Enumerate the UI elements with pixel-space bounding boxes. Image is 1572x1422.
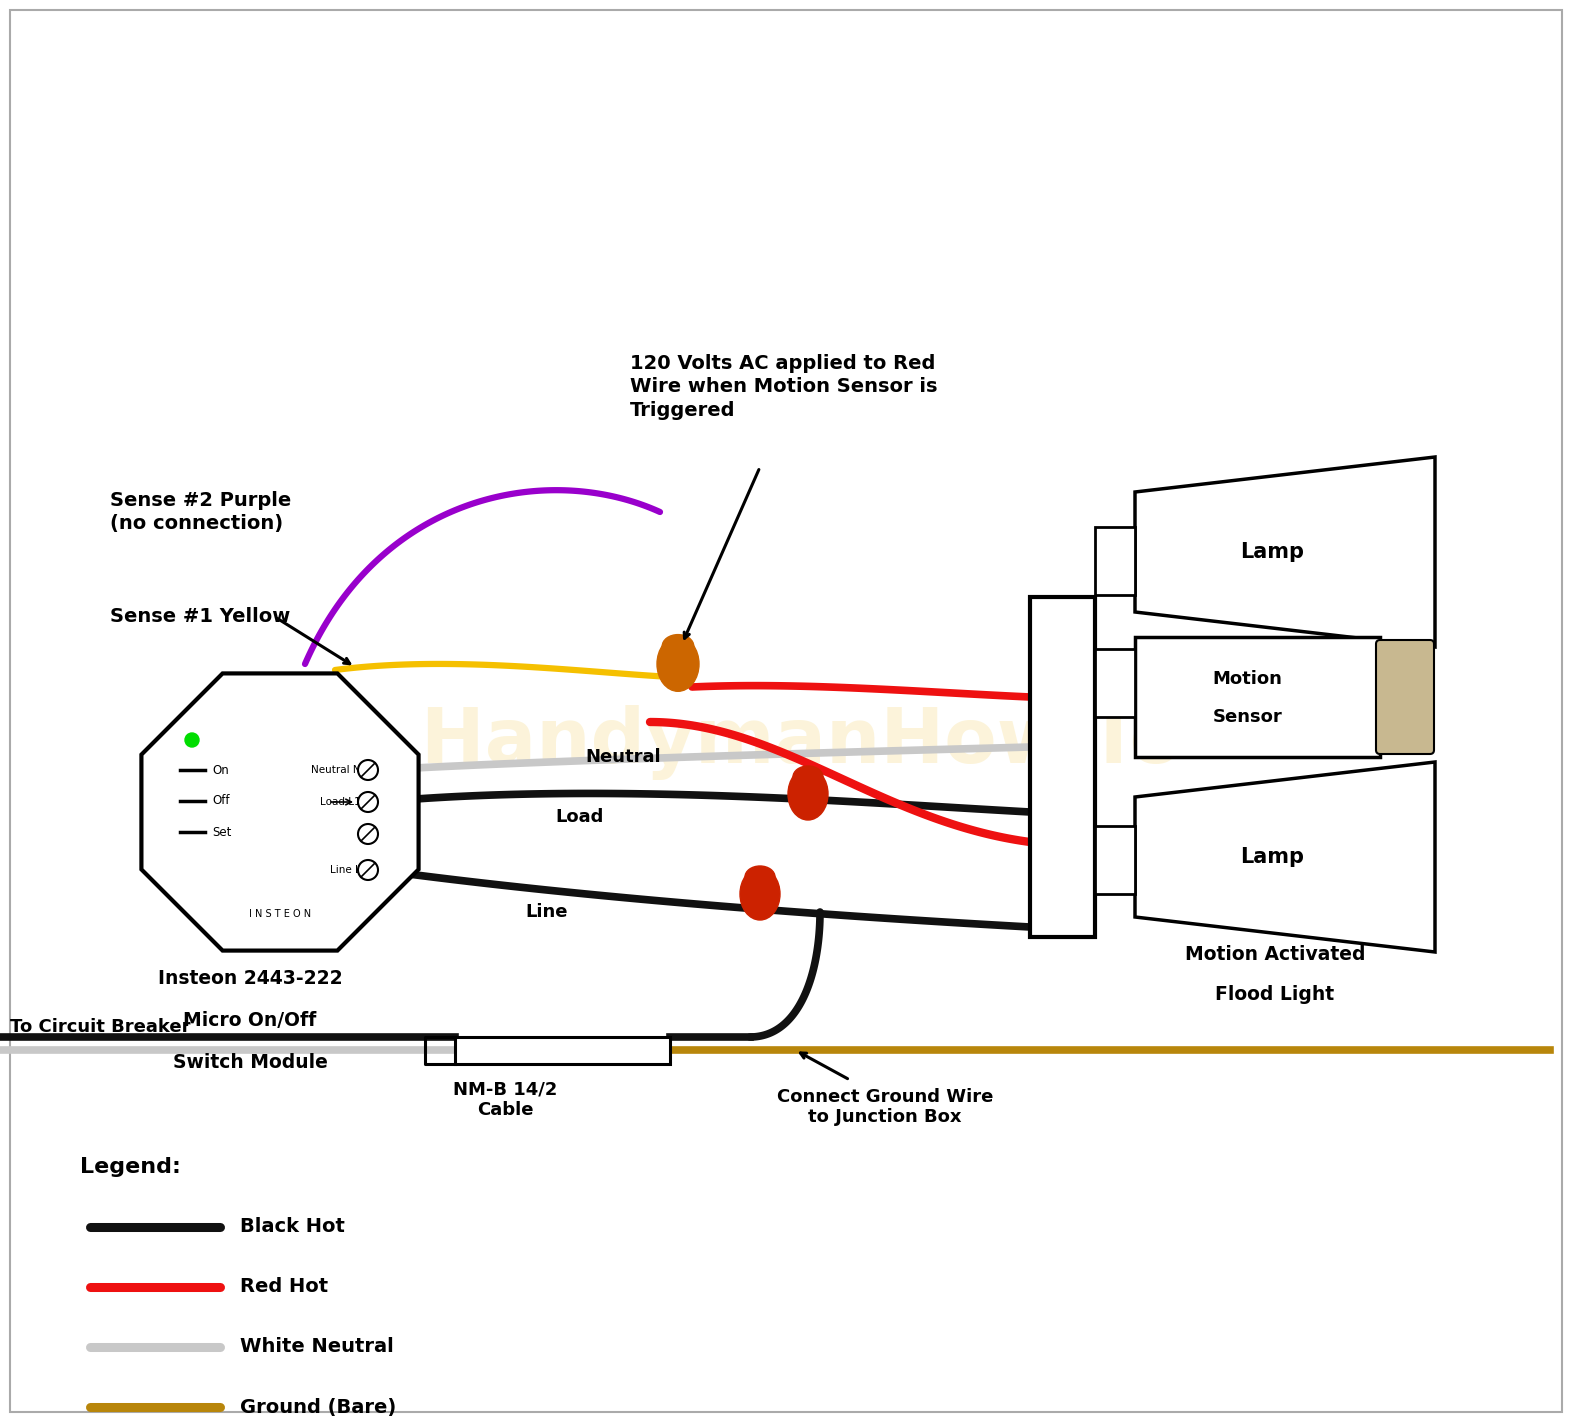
FancyBboxPatch shape [1096, 528, 1135, 594]
Text: Load L1: Load L1 [321, 796, 362, 808]
Text: Black Hot: Black Hot [241, 1217, 344, 1237]
Text: Flood Light: Flood Light [1215, 985, 1335, 1004]
Circle shape [358, 759, 377, 781]
Text: Insteon 2443-222: Insteon 2443-222 [157, 968, 343, 988]
Text: Switch Module: Switch Module [173, 1054, 327, 1072]
Text: Load: Load [555, 808, 604, 826]
Text: Red Hot: Red Hot [241, 1277, 329, 1297]
Text: Off: Off [212, 795, 230, 808]
Text: On: On [212, 764, 230, 776]
Text: Lamp: Lamp [1240, 848, 1305, 867]
Ellipse shape [657, 637, 700, 691]
Text: Legend:: Legend: [80, 1158, 181, 1177]
Text: White Neutral: White Neutral [241, 1338, 393, 1357]
Text: Connect Ground Wire
to Junction Box: Connect Ground Wire to Junction Box [777, 1088, 994, 1126]
Text: Line: Line [525, 903, 567, 921]
Text: Neutral N: Neutral N [311, 765, 362, 775]
FancyBboxPatch shape [1135, 637, 1380, 757]
Text: Sense #1 Yellow: Sense #1 Yellow [110, 607, 291, 627]
Text: Motion: Motion [1212, 670, 1283, 688]
Ellipse shape [662, 634, 693, 658]
Text: NM-B 14/2
Cable: NM-B 14/2 Cable [453, 1081, 556, 1119]
Ellipse shape [745, 866, 775, 887]
Polygon shape [1135, 456, 1435, 647]
Text: Line L: Line L [330, 865, 362, 875]
FancyBboxPatch shape [454, 1037, 670, 1064]
Text: Lamp: Lamp [1240, 542, 1305, 562]
Text: © HandymanHow-To: © HandymanHow-To [318, 704, 1182, 779]
Text: Ground (Bare): Ground (Bare) [241, 1398, 396, 1416]
Text: Sense #2 Purple
(no connection): Sense #2 Purple (no connection) [110, 492, 291, 532]
Ellipse shape [740, 867, 780, 920]
Text: 120 Volts AC applied to Red
Wire when Motion Sensor is
Triggered: 120 Volts AC applied to Red Wire when Mo… [630, 354, 937, 419]
Circle shape [358, 860, 377, 880]
Circle shape [358, 823, 377, 845]
Circle shape [358, 792, 377, 812]
Polygon shape [141, 674, 418, 950]
Text: Set: Set [212, 826, 231, 839]
Ellipse shape [792, 766, 824, 788]
Text: I N S T E O N: I N S T E O N [248, 909, 311, 919]
Text: Sensor: Sensor [1212, 708, 1283, 727]
FancyBboxPatch shape [1030, 597, 1096, 937]
FancyBboxPatch shape [1096, 648, 1135, 717]
Text: Neutral: Neutral [585, 748, 660, 766]
Circle shape [185, 732, 200, 747]
FancyBboxPatch shape [1096, 826, 1135, 894]
Ellipse shape [788, 768, 828, 820]
Text: Motion Activated: Motion Activated [1185, 946, 1364, 964]
Text: To Circuit Breaker: To Circuit Breaker [9, 1018, 190, 1037]
Text: Micro On/Off: Micro On/Off [184, 1011, 316, 1030]
FancyBboxPatch shape [1376, 640, 1434, 754]
Polygon shape [1135, 762, 1435, 951]
